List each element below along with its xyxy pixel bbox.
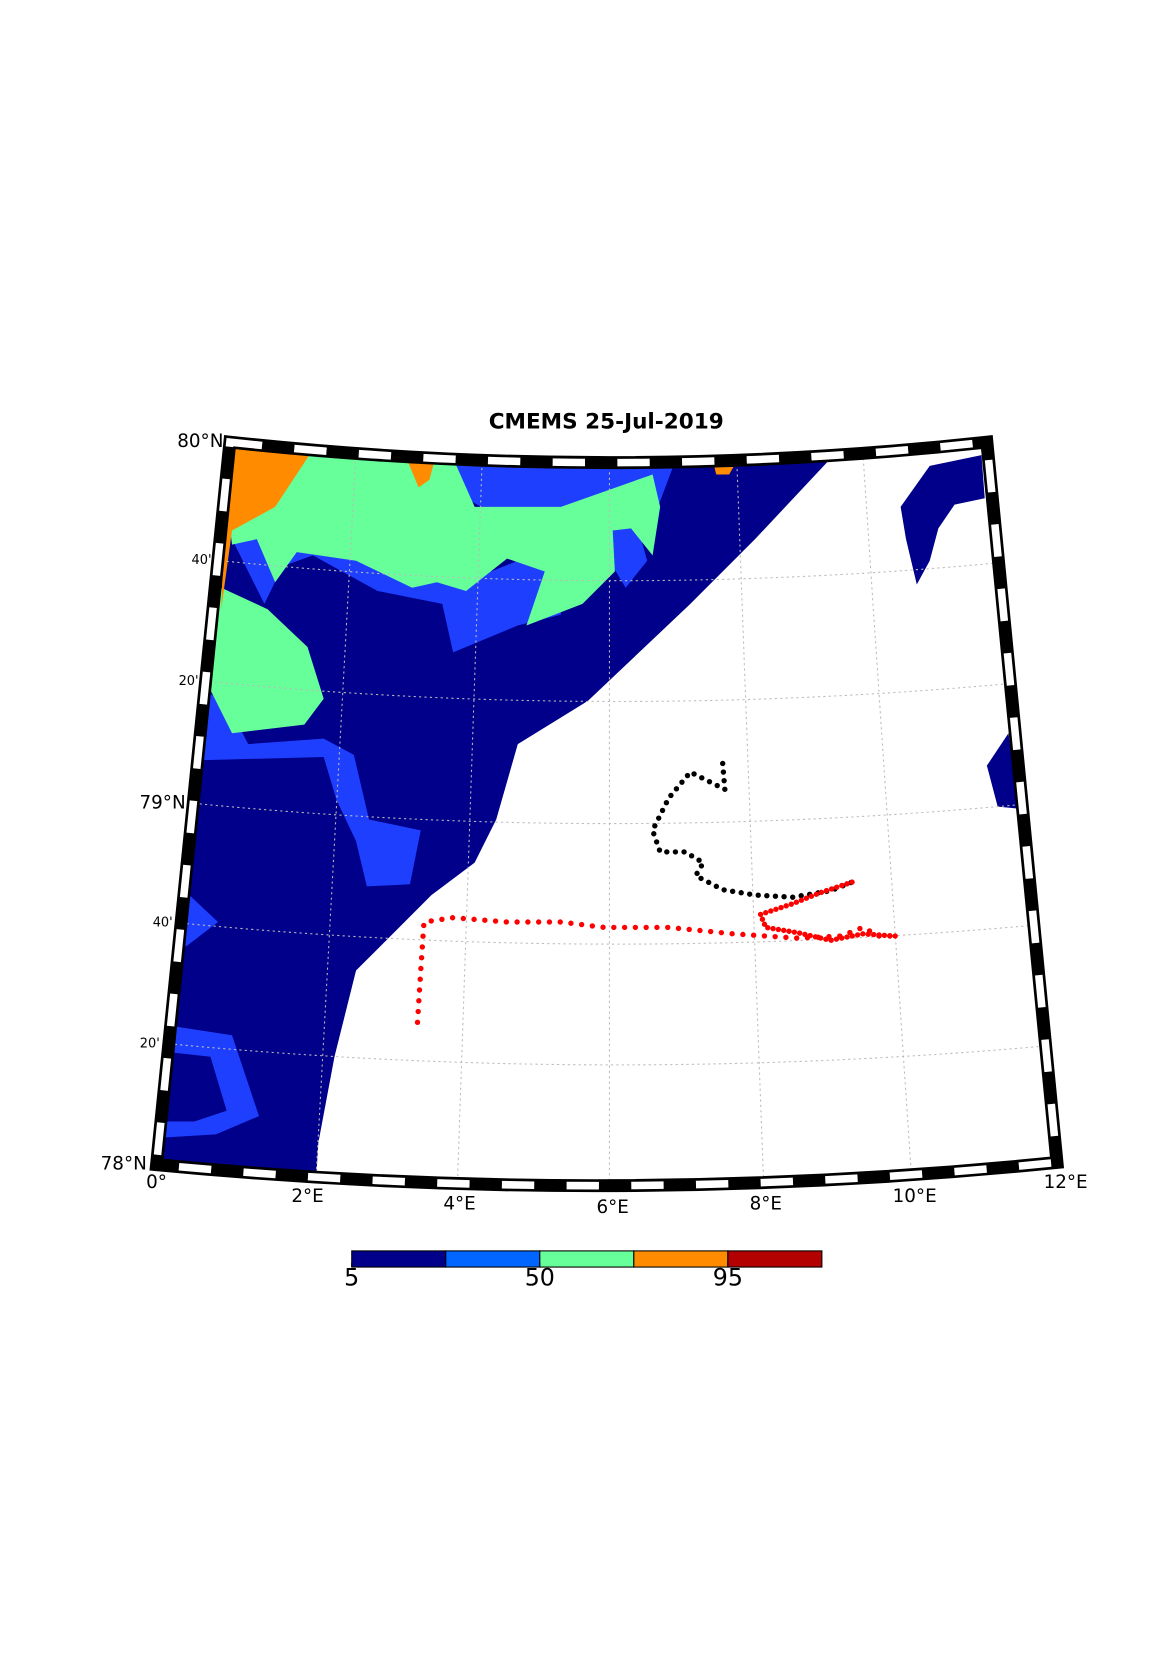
colorbar: 5 50 95 xyxy=(344,1250,823,1291)
parallel xyxy=(209,680,1009,703)
track-red xyxy=(756,879,898,944)
lon-label: 10°E xyxy=(893,1186,937,1207)
meridian xyxy=(315,450,357,1176)
parallel xyxy=(181,922,1034,945)
ice-very-high xyxy=(714,465,734,475)
parallel xyxy=(169,1043,1046,1066)
colorbar-bin xyxy=(727,1250,823,1268)
lat-label: 78°N xyxy=(101,1154,147,1175)
lat-labels: 80°N 40' 20' 79°N 40' 20' 78°N xyxy=(101,431,224,1174)
map-border-checker xyxy=(152,437,1062,1190)
track-black xyxy=(649,760,855,900)
meridian xyxy=(456,457,483,1185)
map-area xyxy=(156,442,1057,1186)
lon-label: 0° xyxy=(146,1172,167,1193)
ice-mid xyxy=(199,690,421,887)
lat-label: 79°N xyxy=(139,792,185,813)
colorbar-tick-label: 50 xyxy=(525,1263,555,1291)
lat-label: 40' xyxy=(192,553,212,568)
meridian xyxy=(862,452,912,1176)
lat-label: 80°N xyxy=(177,431,223,452)
ice-high xyxy=(228,452,661,626)
colorbar-tick-label: 95 xyxy=(713,1263,743,1291)
lon-label: 6°E xyxy=(596,1197,628,1218)
parallel xyxy=(221,560,998,582)
lat-label: 40' xyxy=(153,916,173,931)
ice-very-high xyxy=(407,461,434,488)
lon-label: 2°E xyxy=(291,1186,323,1207)
ice-low xyxy=(156,442,836,1186)
ice-low xyxy=(161,1051,227,1122)
ice-low xyxy=(900,455,985,585)
track-red xyxy=(414,914,898,1025)
colorbar-bin xyxy=(351,1250,447,1268)
colorbar-tick-label: 5 xyxy=(344,1263,359,1291)
lat-label: 20' xyxy=(140,1036,160,1051)
ice-high xyxy=(210,587,324,734)
lon-label: 8°E xyxy=(750,1194,782,1215)
lon-labels: 0° 2°E 4°E 6°E 8°E 10°E 12°E xyxy=(146,1172,1088,1218)
lon-label: 4°E xyxy=(443,1194,475,1215)
graticule xyxy=(169,450,1046,1186)
lon-label: 12°E xyxy=(1044,1172,1088,1193)
lat-label: 20' xyxy=(179,674,199,689)
parallel xyxy=(194,802,1022,825)
ice-very-high xyxy=(221,444,311,610)
map-title: CMEMS 25-Jul-2019 xyxy=(489,410,724,435)
ice-mid xyxy=(183,889,219,947)
